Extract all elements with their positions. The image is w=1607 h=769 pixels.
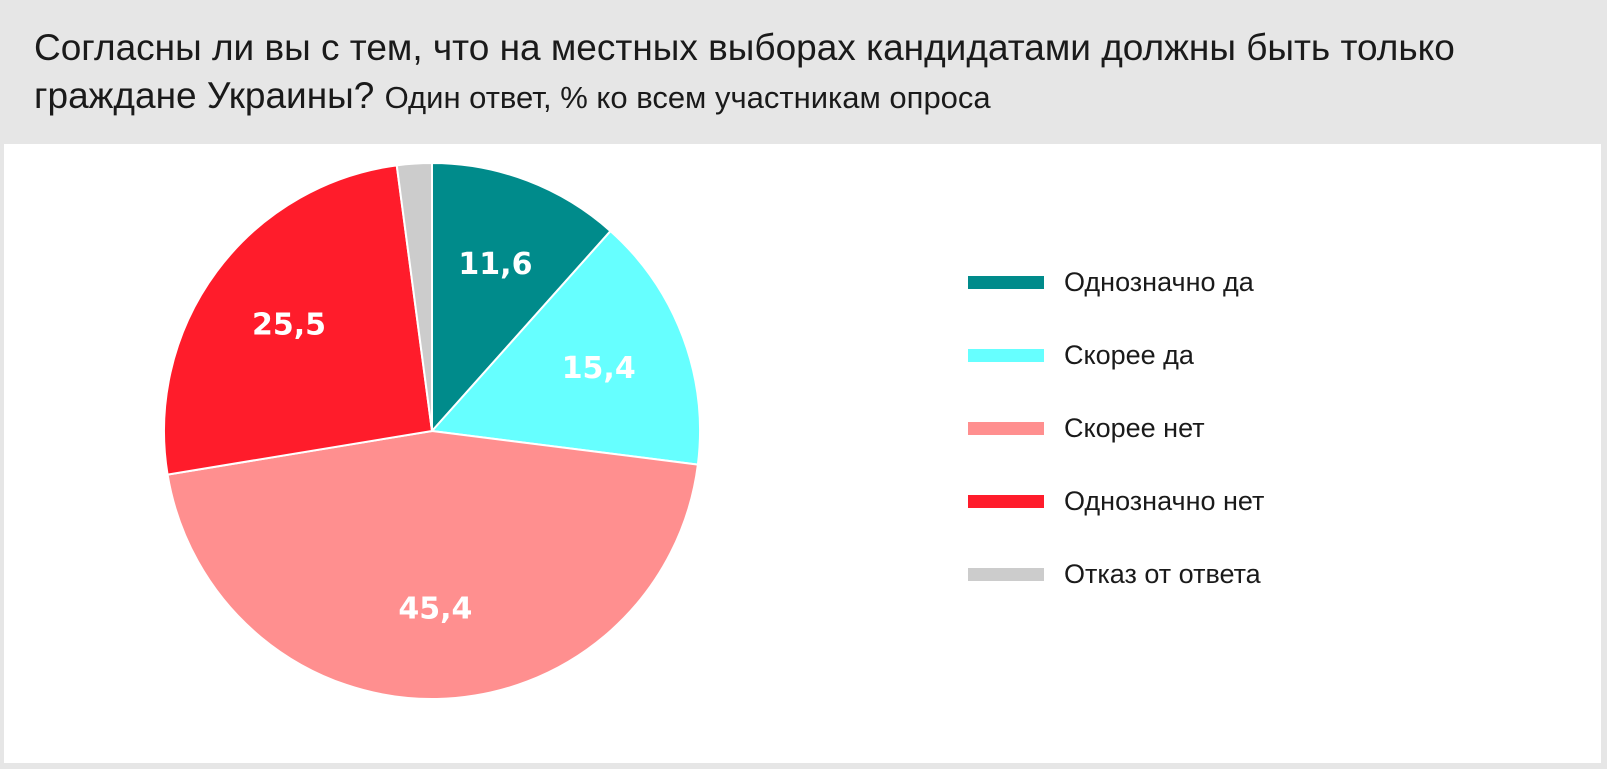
- pie-slice-label-2: 45,4: [398, 591, 472, 626]
- legend-item-0: Однозначно да: [968, 262, 1264, 335]
- chart-title-main: Согласны ли вы с тем, что на местных выб…: [34, 27, 1455, 116]
- pie-slice-label-0: 11,6: [458, 247, 532, 282]
- pie-slice-label-1: 15,4: [562, 351, 636, 386]
- legend-swatch-0: [968, 276, 1044, 289]
- chart-legend: Однозначно да Скорее да Скорее нет Одноз…: [968, 262, 1264, 627]
- legend-item-1: Скорее да: [968, 335, 1264, 408]
- legend-label-3: Однозначно нет: [1064, 486, 1265, 516]
- legend-label-0: Однозначно да: [1064, 267, 1254, 297]
- pie-slice-4: [395, 161, 433, 432]
- legend-label-4: Отказ от ответа: [1064, 559, 1261, 589]
- chart-header: Согласны ли вы с тем, что на местных выб…: [0, 0, 1607, 144]
- legend-swatch-1: [968, 349, 1044, 362]
- pie-slice-3: [163, 164, 434, 476]
- legend-swatch-2: [968, 422, 1044, 435]
- chart-title: Согласны ли вы с тем, что на местных выб…: [34, 24, 1574, 122]
- pie-slice-0: [431, 161, 612, 434]
- legend-label-2: Скорее нет: [1064, 413, 1205, 443]
- pie-slice-2: [166, 429, 700, 700]
- legend-item-2: Скорее нет: [968, 408, 1264, 481]
- pie-chart: 11,6 15,4 45,4 25,5: [163, 161, 701, 700]
- pie-slice-label-3: 25,5: [252, 308, 326, 343]
- legend-item-3: Однозначно нет: [968, 481, 1264, 554]
- legend-swatch-4: [968, 568, 1044, 581]
- legend-label-1: Скорее да: [1064, 340, 1194, 370]
- legend-swatch-3: [968, 495, 1044, 508]
- pie-slice-1: [429, 229, 701, 466]
- chart-panel: 11,6 15,4 45,4 25,5 Однозначно да Скорее да…: [4, 144, 1601, 763]
- legend-item-4: Отказ от ответа: [968, 554, 1264, 627]
- chart-subtitle: Один ответ, % ко всем участникам опроса: [384, 80, 991, 115]
